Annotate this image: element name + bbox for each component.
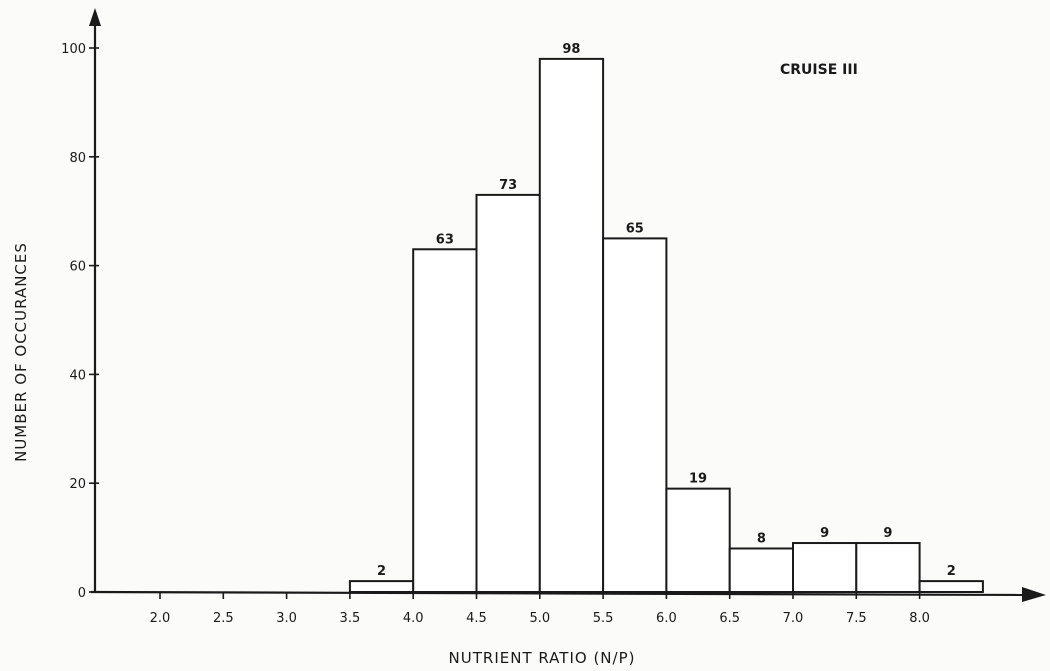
bar-5.5-6.0 — [602, 237, 668, 593]
x-axis-title: NUTRIENT RATIO (N/P) — [449, 649, 636, 667]
x-tick-label: 5.5 — [593, 611, 614, 626]
bars-group — [348, 57, 984, 594]
x-tick-label: 4.0 — [403, 611, 424, 626]
bar-value-label: 2 — [947, 564, 956, 579]
bar-value-label: 98 — [562, 42, 580, 57]
y-tick-label: 100 — [61, 42, 86, 57]
x-tick-label: 5.0 — [529, 611, 550, 626]
x-tick-label: 6.5 — [719, 611, 740, 626]
bar-7.0-7.5 — [792, 542, 858, 593]
x-tick-label: 8.0 — [909, 611, 930, 626]
x-tick-label: 4.5 — [466, 611, 487, 626]
x-tick-label: 2.5 — [213, 611, 234, 626]
y-tick-label: 0 — [78, 586, 86, 601]
bar-labels-group: 2 63 73 98 65 19 8 9 9 2 — [377, 42, 956, 579]
x-ticks-group: 2.0 2.5 3.0 3.5 4.0 4.5 5.0 5.5 6.0 6.5 7.0 7.5 8.0 — [150, 592, 930, 626]
x-tick-label: 7.5 — [846, 611, 867, 626]
bar-value-label: 65 — [626, 221, 644, 236]
x-tick-label: 3.5 — [340, 611, 361, 626]
y-ticks-group: 0 20 40 60 80 100 — [61, 42, 99, 601]
x-tick-label: 6.0 — [656, 611, 677, 626]
x-tick-label: 2.0 — [150, 611, 171, 626]
y-tick-label: 20 — [69, 477, 86, 492]
y-tick-label: 80 — [69, 151, 86, 166]
cruise-annotation: CRUISE III — [780, 62, 858, 78]
x-tick-label: 7.0 — [783, 611, 804, 626]
bar-5.0-5.5 — [538, 57, 605, 593]
bar-value-label: 9 — [883, 526, 892, 541]
bar-6.5-7.0 — [728, 547, 795, 593]
y-axis-title: NUMBER OF OCCURANCES — [12, 242, 30, 462]
axes-group — [89, 8, 1046, 602]
bar-8.0-8.5 — [918, 580, 984, 593]
bar-value-label: 63 — [436, 232, 454, 247]
bar-value-label: 19 — [689, 472, 707, 487]
x-axis-arrow-icon — [1022, 587, 1046, 602]
bar-value-label: 8 — [757, 531, 766, 546]
bar-value-label: 2 — [377, 564, 386, 579]
x-axis-line — [90, 590, 1033, 597]
bar-7.5-8.0 — [855, 542, 921, 593]
y-tick-label: 40 — [69, 368, 86, 383]
y-tick-label: 60 — [69, 260, 86, 275]
bar-value-label: 9 — [820, 526, 829, 541]
x-tick-label: 3.0 — [276, 611, 297, 626]
bar-3.5-4.0 — [348, 580, 415, 593]
bar-value-label: 73 — [499, 178, 517, 193]
bar-4.0-4.5 — [412, 248, 478, 593]
y-axis-arrow-icon — [89, 8, 101, 26]
bar-4.5-5.0 — [475, 193, 541, 593]
bar-6.0-6.5 — [665, 487, 731, 594]
